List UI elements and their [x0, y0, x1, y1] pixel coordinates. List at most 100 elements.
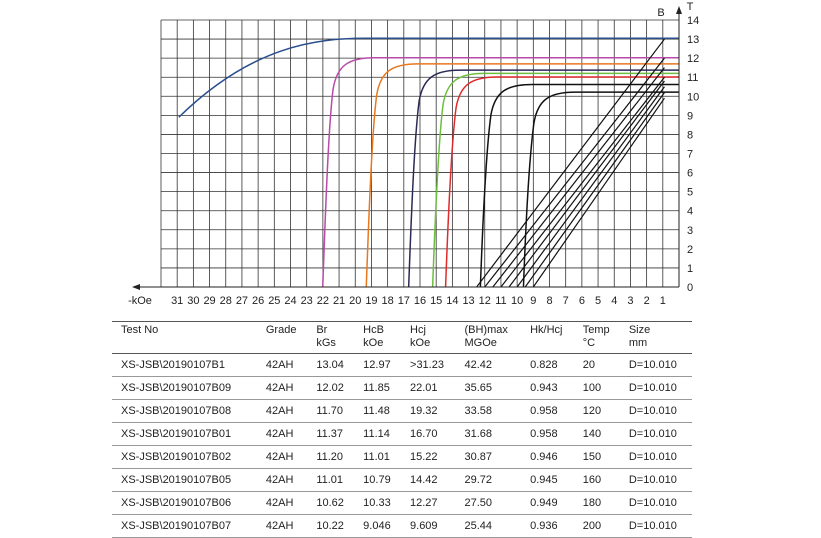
- table-cell: 30.87: [456, 445, 523, 469]
- x-tick-label: 19: [365, 295, 377, 307]
- y-tick-label: 12: [687, 53, 699, 65]
- table-cell: XS-JSB\20190107B09: [112, 376, 258, 400]
- x-tick-label: 10: [511, 295, 523, 307]
- table-cell: 140: [574, 422, 621, 446]
- x-tick-label: 31: [171, 295, 183, 307]
- load-line-4: [500, 76, 665, 287]
- table-cell: D=10.010: [620, 468, 692, 492]
- table-cell: 12.97: [355, 353, 403, 377]
- x-axis-arrow: [132, 284, 140, 290]
- demag-curve-5: [431, 72, 679, 287]
- curve-layer: [178, 37, 679, 287]
- y-tick-label: 9: [687, 110, 693, 122]
- y-tick-label: 10: [687, 91, 699, 103]
- y-axis-unit-label: T: [687, 1, 694, 13]
- y-tick-label: 13: [687, 34, 699, 46]
- table-cell: >31.23: [402, 353, 457, 377]
- x-tick-label: 18: [382, 295, 394, 307]
- column-header-label: Hcj: [410, 324, 426, 336]
- column-header-unit: kOe: [363, 337, 384, 349]
- table-row: XS-JSB\20190107B08 42AH 11.70 11.48 19.32 33.…: [112, 399, 692, 423]
- column-header: Hcj kOe: [402, 321, 457, 354]
- column-header-label: Temp: [582, 324, 610, 336]
- x-axis-unit-label: -kOe: [128, 295, 152, 307]
- table-cell: XS-JSB\20190107B06: [112, 491, 258, 515]
- table-cell: 42.42: [456, 353, 523, 377]
- column-header-unit: kGs: [316, 337, 336, 349]
- y-axis-arrow: [676, 6, 682, 14]
- x-tick-label: 6: [579, 295, 585, 307]
- table-cell: 180: [574, 491, 621, 515]
- table-cell: 35.65: [456, 376, 523, 400]
- table-cell: 42AH: [257, 491, 309, 515]
- y-tick-label: 6: [687, 168, 693, 180]
- x-tick-label: 25: [268, 295, 280, 307]
- column-header: Br kGs: [308, 321, 356, 354]
- table-cell: 11.48: [355, 399, 403, 423]
- table-cell: 42AH: [257, 376, 309, 400]
- column-header: HcB kOe: [355, 321, 403, 354]
- chart-axes: [132, 6, 682, 290]
- x-tick-label: 23: [301, 295, 313, 307]
- load-line-1: [476, 38, 665, 287]
- table-cell: 10.22: [308, 514, 356, 538]
- chart-grid: [160, 19, 680, 288]
- table-cell: 11.85: [355, 376, 403, 400]
- x-tick-label: 2: [644, 295, 650, 307]
- table-cell: 0.945: [522, 468, 575, 492]
- column-header-unit: °C: [582, 337, 596, 349]
- table-cell: 12.02: [308, 376, 356, 400]
- table-cell: 25.44: [456, 514, 523, 538]
- table-cell: 150: [574, 445, 621, 469]
- table-cell: 31.68: [456, 422, 523, 446]
- table-cell: 0.828: [522, 353, 575, 377]
- table-cell: XS-JSB\20190107B01: [112, 422, 258, 446]
- table-cell: D=10.010: [620, 422, 692, 446]
- column-header: (BH)max MGOe: [456, 321, 523, 354]
- load-line-3: [492, 67, 665, 287]
- column-header: Size mm: [620, 321, 692, 354]
- table-cell: 15.22: [402, 445, 457, 469]
- table-cell: D=10.010: [620, 514, 692, 538]
- column-header: Temp °C: [574, 321, 621, 354]
- y-tick-label: 5: [687, 187, 693, 199]
- table-cell: 200: [574, 514, 621, 538]
- demag-curve-2: [321, 57, 679, 287]
- table-cell: XS-JSB\20190107B02: [112, 445, 258, 469]
- x-tick-label: 8: [546, 295, 552, 307]
- demag-curve-3: [365, 63, 679, 287]
- y-tick-label: 14: [687, 15, 699, 27]
- column-header: Grade: [257, 321, 309, 354]
- y-axis-name-label: B: [657, 7, 664, 19]
- column-header-label: Test No: [121, 324, 159, 336]
- table-cell: 11.20: [308, 445, 356, 469]
- x-tick-label: 21: [333, 295, 345, 307]
- table-cell: 22.01: [402, 376, 457, 400]
- table-cell: 10.79: [355, 468, 403, 492]
- column-header: Test No: [112, 321, 258, 354]
- demag-curve-6: [444, 76, 679, 287]
- column-header-unit: MGOe: [464, 337, 497, 349]
- column-header-label: Hk/Hcj: [530, 324, 563, 336]
- x-tick-label: 7: [563, 295, 569, 307]
- x-tick-label: 22: [317, 295, 329, 307]
- table-row: XS-JSB\20190107B07 42AH 10.22 9.046 9.609 25.…: [112, 514, 692, 538]
- column-header-label: Grade: [265, 324, 297, 336]
- table-cell: 42AH: [257, 353, 309, 377]
- results-table: Test No Grade Br kGs HcB kOe Hcj kOe (BH)max MGOe…: [112, 321, 692, 538]
- demag-curve-4: [407, 69, 679, 287]
- x-tick-label: 16: [414, 295, 426, 307]
- table-cell: 33.58: [456, 399, 523, 423]
- table-cell: 9.609: [402, 514, 457, 538]
- x-tick-label: 13: [462, 295, 474, 307]
- table-row: XS-JSB\20190107B01 42AH 11.37 11.14 16.70 31.…: [112, 422, 692, 446]
- table-cell: 20: [574, 353, 621, 377]
- y-tick-label: 1: [687, 263, 693, 275]
- x-tick-label: 4: [611, 295, 617, 307]
- table-cell: D=10.010: [620, 399, 692, 423]
- table-cell: 11.70: [308, 399, 356, 423]
- demag-curve-1: [178, 37, 679, 118]
- table-cell: 0.958: [522, 422, 575, 446]
